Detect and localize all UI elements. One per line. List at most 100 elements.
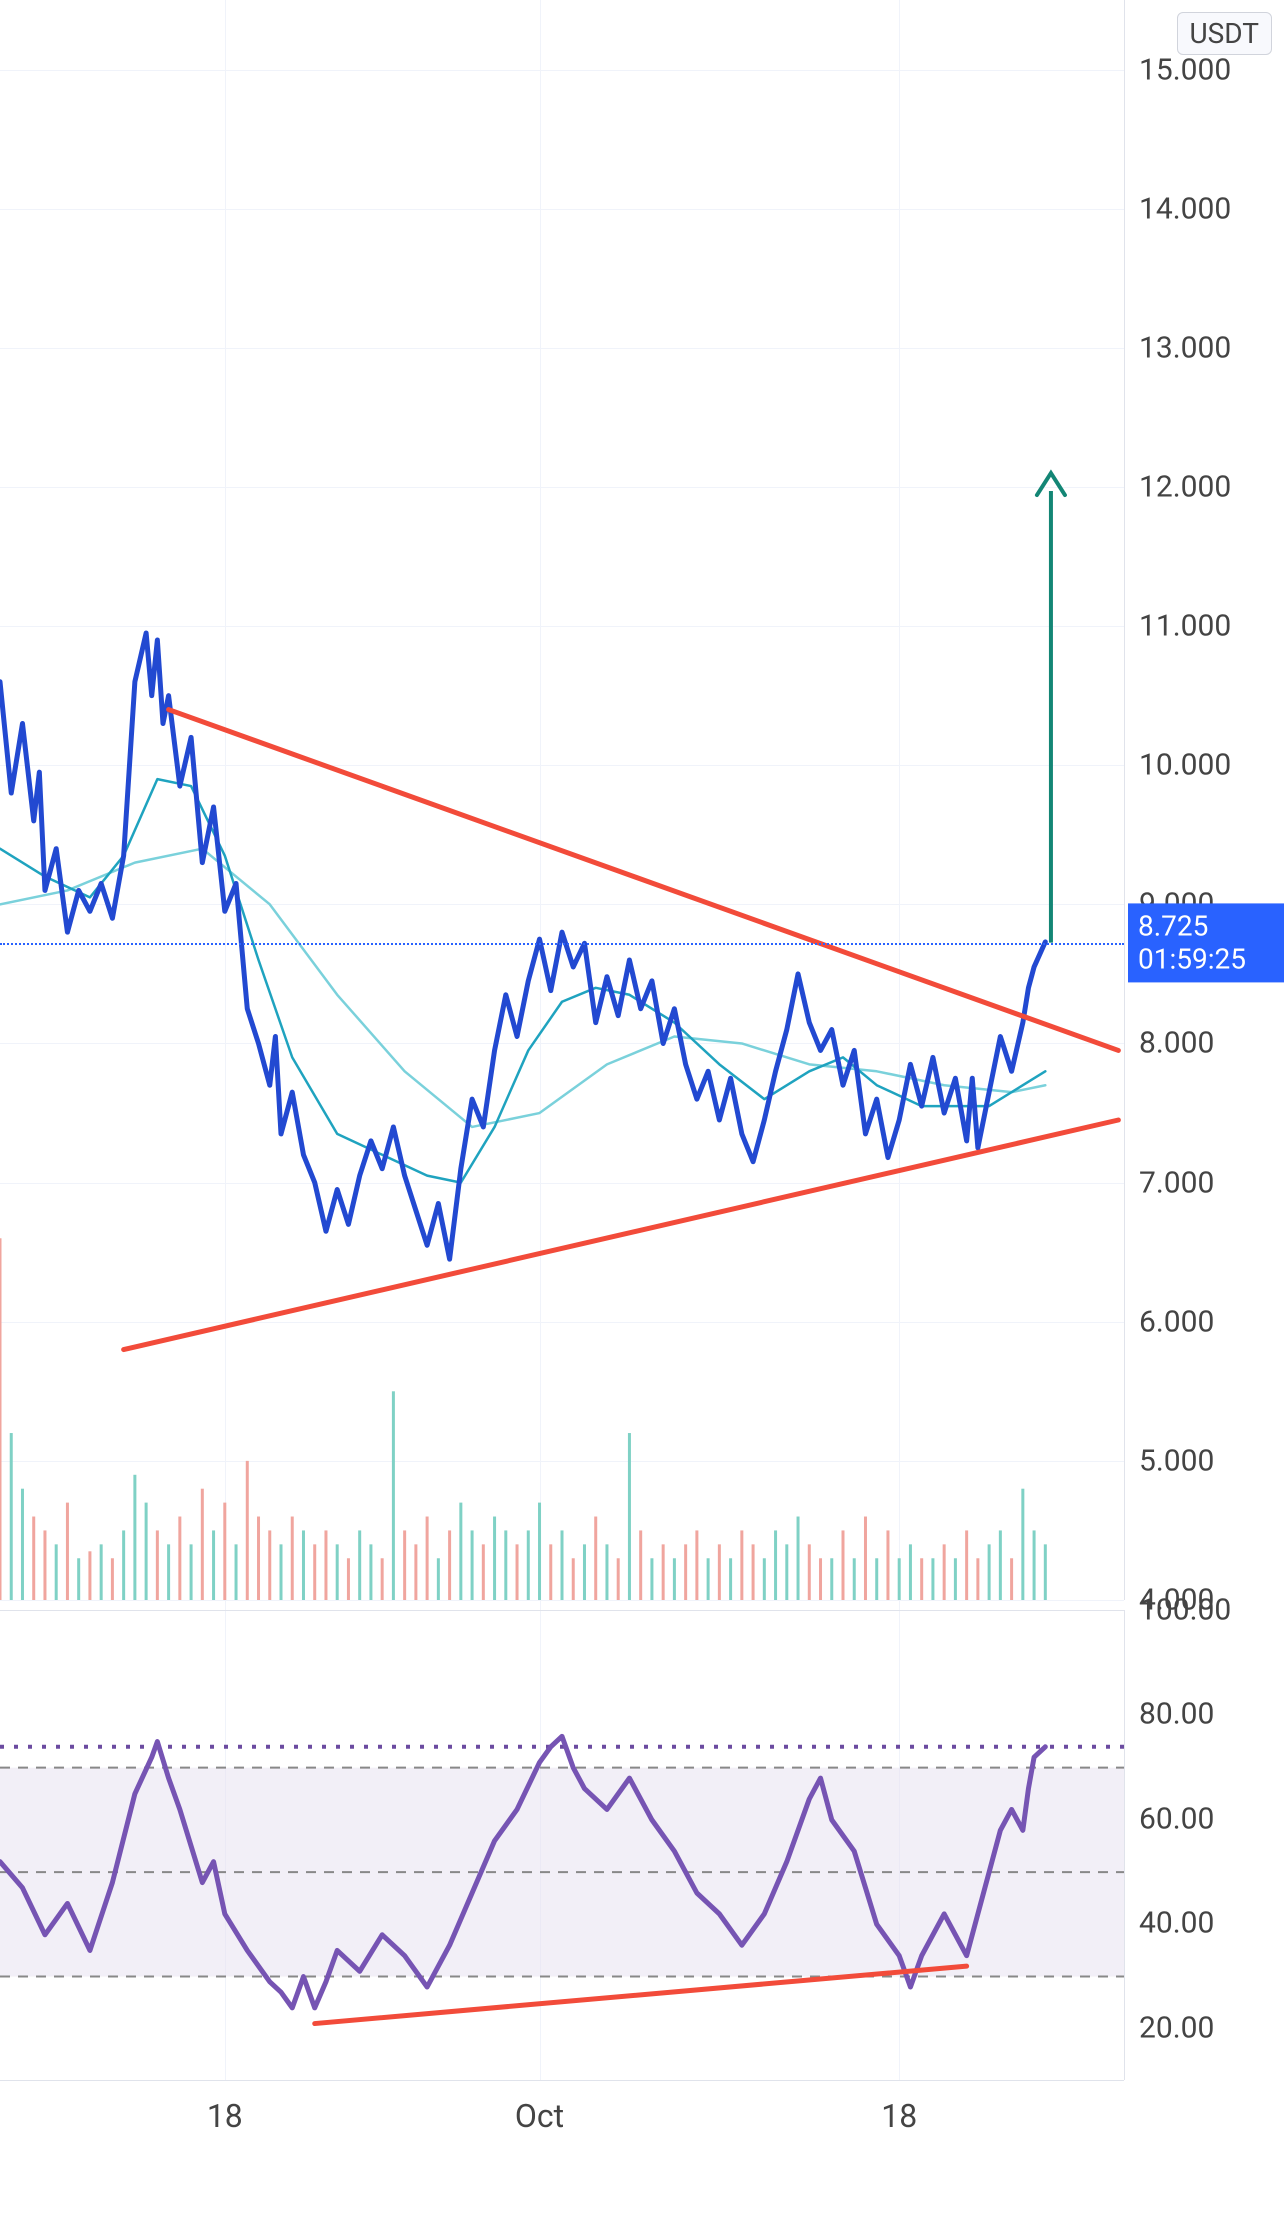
volume-bar bbox=[898, 1558, 901, 1600]
volume-bar bbox=[853, 1558, 856, 1600]
volume-bar bbox=[785, 1544, 788, 1600]
volume-bar bbox=[740, 1530, 743, 1600]
volume-bar bbox=[246, 1461, 249, 1600]
volume-bar bbox=[223, 1503, 226, 1600]
volume-bar bbox=[145, 1503, 148, 1600]
volume-bar bbox=[729, 1558, 732, 1600]
volume-bar bbox=[965, 1530, 968, 1600]
volume-bar bbox=[808, 1544, 811, 1600]
y-tick-label: 11.000 bbox=[1139, 609, 1231, 644]
countdown-timer: 01:59:25 bbox=[1138, 943, 1274, 977]
price-y-axis: 4.0005.0006.0007.0008.0009.00010.00011.0… bbox=[1124, 0, 1284, 1600]
rsi-y-axis: 20.0040.0060.0080.00100.00 bbox=[1124, 1610, 1284, 2080]
volume-bar bbox=[167, 1544, 170, 1600]
y-tick-label: 8.000 bbox=[1139, 1026, 1214, 1061]
current-price-value: 8.725 bbox=[1138, 909, 1274, 943]
volume-bar bbox=[628, 1433, 631, 1600]
volume-bar bbox=[504, 1530, 507, 1600]
volume-bar bbox=[516, 1544, 519, 1600]
volume-bar bbox=[459, 1503, 462, 1600]
volume-bar bbox=[448, 1530, 451, 1600]
volume-bar bbox=[235, 1544, 238, 1600]
price-chart[interactable] bbox=[0, 0, 1124, 1600]
volume-bar bbox=[280, 1544, 283, 1600]
volume-bar bbox=[886, 1530, 889, 1600]
volume-bar bbox=[819, 1558, 822, 1600]
currency-badge: USDT bbox=[1177, 12, 1273, 55]
volume-bar bbox=[358, 1530, 361, 1600]
triangle-lower-trendline[interactable] bbox=[124, 1120, 1119, 1350]
current-price-flag: 8.725 01:59:25 bbox=[1128, 903, 1284, 982]
volume-bar bbox=[583, 1544, 586, 1600]
volume-bar bbox=[257, 1517, 260, 1600]
volume-bar bbox=[1044, 1544, 1047, 1600]
rsi-y-tick-label: 80.00 bbox=[1139, 1697, 1214, 1732]
volume-bar bbox=[673, 1558, 676, 1600]
volume-bar bbox=[909, 1544, 912, 1600]
volume-bar bbox=[178, 1517, 181, 1600]
volume-bar bbox=[830, 1558, 833, 1600]
price-line bbox=[0, 633, 1045, 1259]
volume-bar bbox=[920, 1558, 923, 1600]
volume-bar bbox=[190, 1544, 193, 1600]
volume-bar bbox=[707, 1558, 710, 1600]
x-tick-label: 18 bbox=[881, 2097, 917, 2135]
volume-bar bbox=[347, 1558, 350, 1600]
volume-bar bbox=[66, 1503, 69, 1600]
y-tick-label: 6.000 bbox=[1139, 1304, 1214, 1339]
volume-bar bbox=[111, 1558, 114, 1600]
volume-bar bbox=[291, 1517, 294, 1600]
y-tick-label: 5.000 bbox=[1139, 1443, 1214, 1478]
volume-bar bbox=[100, 1544, 103, 1600]
volume-bar bbox=[1010, 1558, 1013, 1600]
volume-bar bbox=[268, 1530, 271, 1600]
volume-bar bbox=[201, 1489, 204, 1600]
rsi-y-tick-label: 100.00 bbox=[1139, 1593, 1231, 1628]
y-tick-label: 10.000 bbox=[1139, 748, 1231, 783]
volume-bar bbox=[156, 1530, 159, 1600]
volume-bar bbox=[695, 1530, 698, 1600]
volume-bar bbox=[572, 1558, 575, 1600]
volume-bar bbox=[650, 1558, 653, 1600]
volume-bar bbox=[864, 1517, 867, 1600]
ma-slow-line bbox=[0, 849, 1045, 1127]
x-tick-label: 18 bbox=[207, 2097, 243, 2135]
volume-bar bbox=[639, 1530, 642, 1600]
y-tick-label: 12.000 bbox=[1139, 469, 1231, 504]
volume-bar bbox=[842, 1530, 845, 1600]
volume-bar bbox=[369, 1544, 372, 1600]
volume-bar bbox=[594, 1517, 597, 1600]
volume-bar bbox=[774, 1530, 777, 1600]
volume-bar bbox=[684, 1544, 687, 1600]
volume-bar bbox=[1021, 1489, 1024, 1600]
time-x-axis: 18 Oct 18 bbox=[0, 2080, 1124, 2232]
volume-bar bbox=[313, 1544, 316, 1600]
volume-bar bbox=[561, 1530, 564, 1600]
x-tick-label: Oct bbox=[515, 2097, 564, 2135]
volume-bar bbox=[943, 1544, 946, 1600]
volume-bar bbox=[55, 1544, 58, 1600]
volume-bar bbox=[752, 1544, 755, 1600]
volume-bar bbox=[21, 1489, 24, 1600]
volume-bar bbox=[797, 1517, 800, 1600]
volume-bar bbox=[538, 1503, 541, 1600]
volume-bar bbox=[336, 1544, 339, 1600]
volume-bar bbox=[549, 1544, 552, 1600]
volume-bar bbox=[426, 1517, 429, 1600]
rsi-chart[interactable] bbox=[0, 1610, 1124, 2080]
volume-bar bbox=[954, 1558, 957, 1600]
y-tick-label: 15.000 bbox=[1139, 52, 1231, 87]
volume-bar bbox=[662, 1544, 665, 1600]
volume-bar bbox=[212, 1530, 215, 1600]
volume-bar bbox=[471, 1530, 474, 1600]
rsi-y-tick-label: 60.00 bbox=[1139, 1801, 1214, 1836]
volume-bar bbox=[414, 1544, 417, 1600]
volume-bar bbox=[403, 1530, 406, 1600]
volume-bar bbox=[0, 1238, 2, 1600]
volume-bar bbox=[718, 1544, 721, 1600]
volume-bar bbox=[988, 1544, 991, 1600]
volume-bar bbox=[527, 1530, 530, 1600]
rsi-y-tick-label: 20.00 bbox=[1139, 2010, 1214, 2045]
volume-bar bbox=[931, 1558, 934, 1600]
volume-bar bbox=[763, 1558, 766, 1600]
